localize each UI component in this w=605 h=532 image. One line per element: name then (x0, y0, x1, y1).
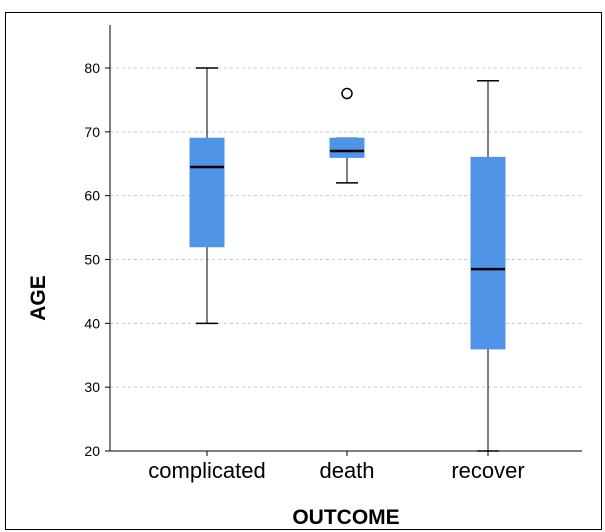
axes (109, 25, 582, 452)
y-tick-label: 40 (84, 315, 100, 331)
iqr-box (189, 137, 225, 248)
x-axis-title: OUTCOME (292, 506, 399, 529)
gridlines (110, 67, 582, 388)
x-tick-label-recover: recover (451, 458, 524, 483)
outlier-point (341, 87, 353, 100)
x-tick-label-complicated: complicated (148, 458, 265, 483)
boxes (189, 67, 506, 452)
box-death (329, 87, 365, 184)
x-tick-label-death: death (319, 458, 374, 483)
y-tick-label: 50 (84, 252, 100, 268)
y-tick-label: 80 (84, 60, 100, 76)
y-tick-label: 30 (84, 379, 100, 395)
y-tick-label: 70 (84, 124, 100, 140)
y-tick-labels: 20 30 40 50 60 70 80 (84, 60, 110, 459)
box-recover (470, 80, 506, 452)
y-tick-label: 60 (84, 188, 100, 204)
iqr-box (329, 137, 365, 158)
x-tick-labels: complicated death recover (148, 451, 525, 483)
iqr-box (470, 156, 506, 350)
box-complicated (189, 67, 225, 325)
y-axis-title: AGE (27, 275, 50, 321)
y-tick-label: 20 (84, 443, 100, 459)
